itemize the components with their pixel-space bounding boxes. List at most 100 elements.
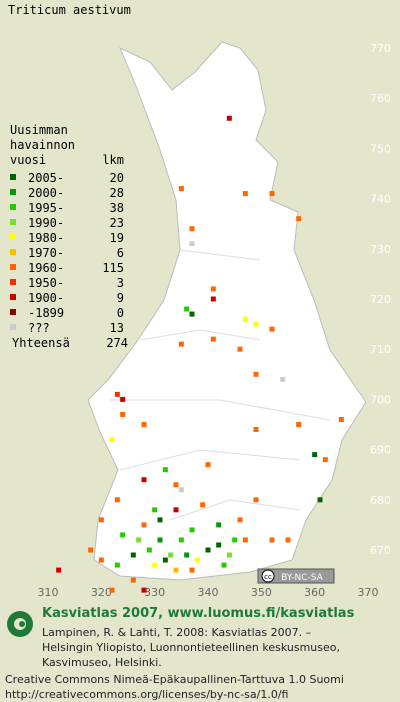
observation-square xyxy=(184,552,190,558)
legend-swatch xyxy=(10,204,16,210)
observation-square xyxy=(189,567,195,573)
observation-square xyxy=(152,507,158,513)
observation-square xyxy=(269,537,275,543)
y-tick-label: 680 xyxy=(370,494,391,507)
legend-label: ??? xyxy=(28,321,50,335)
y-tick-label: 670 xyxy=(370,544,391,557)
y-tick-label: 700 xyxy=(370,393,391,406)
observation-square xyxy=(242,191,248,197)
observation-square xyxy=(173,482,179,488)
citation: Lampinen, R. & Lahti, T. 2008: Kasviatla… xyxy=(42,626,311,639)
legend-count: 6 xyxy=(117,246,124,260)
observation-square xyxy=(114,391,120,397)
observation-square xyxy=(194,557,200,563)
observation-square xyxy=(114,562,120,568)
legend-count: 28 xyxy=(110,186,124,200)
legend-count: 3 xyxy=(117,276,124,290)
observation-square xyxy=(285,537,291,543)
legend-label: 2000- xyxy=(28,186,64,200)
legend-label: 2005- xyxy=(28,171,64,185)
observation-square xyxy=(136,537,142,543)
logo xyxy=(7,611,33,637)
observation-square xyxy=(296,216,302,222)
observation-square xyxy=(189,226,195,232)
x-tick-label: 350 xyxy=(251,586,272,599)
observation-square xyxy=(338,416,344,422)
x-tick-label: 340 xyxy=(198,586,219,599)
observation-square xyxy=(205,547,211,553)
observation-square xyxy=(210,286,216,292)
legend-count: 13 xyxy=(110,321,124,335)
observation-square xyxy=(189,527,195,533)
x-tick-label: 310 xyxy=(38,586,59,599)
observation-square xyxy=(205,462,211,468)
observation-square xyxy=(152,562,158,568)
observation-square xyxy=(253,321,259,327)
y-tick-label: 750 xyxy=(370,142,391,155)
observation-square xyxy=(157,537,163,543)
observation-square xyxy=(98,557,104,563)
legend-count: 9 xyxy=(117,291,124,305)
observation-square xyxy=(189,241,195,247)
legend-total-label: Yhteensä xyxy=(12,336,70,350)
y-tick-label: 720 xyxy=(370,293,391,306)
observation-square xyxy=(141,522,147,528)
x-tick-label: 360 xyxy=(304,586,325,599)
legend-heading: vuosi xyxy=(10,153,46,167)
observation-square xyxy=(296,422,302,427)
observation-square xyxy=(178,186,184,192)
observation-square xyxy=(173,567,179,573)
citation: Kasvimuseo, Helsinki. xyxy=(42,656,162,669)
observation-square xyxy=(130,577,136,583)
citation: Helsingin Yliopisto, Luonnontieteellinen… xyxy=(42,641,340,654)
observation-square xyxy=(173,507,179,513)
legend-heading: havainnon xyxy=(10,138,75,152)
observation-square xyxy=(146,547,152,553)
observation-square xyxy=(200,502,206,508)
legend-count-header: lkm xyxy=(102,153,124,167)
legend-swatch xyxy=(10,309,16,315)
observation-square xyxy=(242,537,248,543)
observation-square xyxy=(184,306,190,312)
cc-badge: cc BY-NC-SA xyxy=(257,568,335,584)
legend-count: 19 xyxy=(110,231,124,245)
legend-swatch xyxy=(10,219,16,225)
legend-count: 20 xyxy=(110,171,124,185)
y-tick-label: 710 xyxy=(370,343,391,356)
observation-square xyxy=(141,477,147,483)
observation-square xyxy=(226,552,232,558)
observation-square xyxy=(269,191,275,197)
legend-label: 1995- xyxy=(28,201,64,215)
observation-square xyxy=(178,487,184,493)
legend-heading: Uusimman xyxy=(10,123,68,137)
observation-square xyxy=(56,567,62,573)
legend-swatch xyxy=(10,264,16,270)
legend-swatch xyxy=(10,249,16,255)
license-url[interactable]: http://creativecommons.org/licenses/by-n… xyxy=(5,688,288,701)
observation-square xyxy=(237,346,243,352)
y-tick-label: 730 xyxy=(370,243,391,256)
observation-square xyxy=(226,115,232,121)
observation-square xyxy=(162,557,168,563)
observation-square xyxy=(210,336,216,342)
observation-square xyxy=(114,497,120,503)
observation-square xyxy=(232,537,238,543)
observation-square xyxy=(120,532,126,538)
observation-square xyxy=(120,411,126,417)
site-link[interactable]: Kasviatlas 2007, www.luomus.fi/kasviatla… xyxy=(42,606,355,621)
observation-square xyxy=(157,517,163,523)
observation-square xyxy=(253,371,259,377)
observation-square xyxy=(253,427,259,433)
x-tick-label: 330 xyxy=(144,586,165,599)
y-tick-label: 770 xyxy=(370,42,391,55)
legend-swatch xyxy=(10,294,16,300)
legend-swatch xyxy=(10,324,16,330)
legend-swatch xyxy=(10,189,16,195)
observation-square xyxy=(216,522,222,528)
legend-label: 1960- xyxy=(28,261,64,275)
observation-square xyxy=(141,422,147,427)
legend-count: 115 xyxy=(102,261,124,275)
observation-square xyxy=(189,311,195,317)
legend-total: 274 xyxy=(106,336,128,350)
